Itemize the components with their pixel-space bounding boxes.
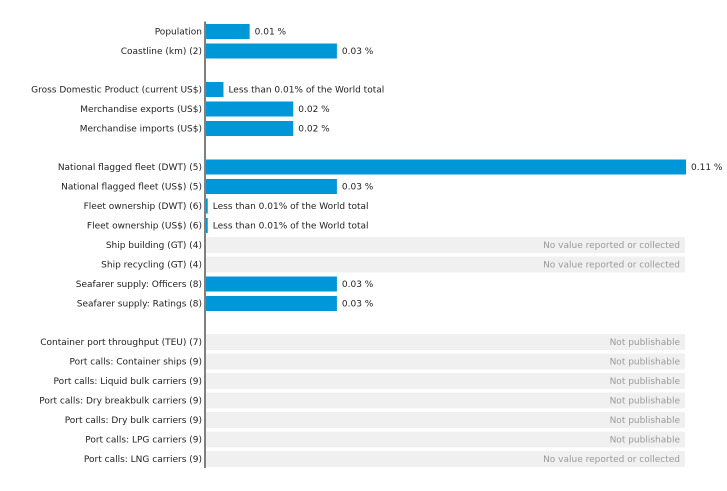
bar xyxy=(206,82,224,97)
value-label: Less than 0.01% of the World total xyxy=(228,86,384,96)
no-data-label: No value reported or collected xyxy=(543,241,680,251)
value-label: 0.01 % xyxy=(255,28,287,38)
value-label: 0.02 % xyxy=(298,105,330,115)
no-data-label: Not publishable xyxy=(610,416,681,426)
bar xyxy=(206,296,337,311)
bar xyxy=(206,24,250,39)
bar xyxy=(206,179,337,194)
category-label: Port calls: Dry bulk carriers (9) xyxy=(65,416,202,426)
category-label: Port calls: Liquid bulk carriers (9) xyxy=(54,377,203,387)
category-label: Port calls: Container ships (9) xyxy=(70,358,203,368)
category-label: Merchandise exports (US$) xyxy=(80,105,202,115)
bar xyxy=(206,43,337,59)
bar xyxy=(206,159,686,175)
value-label: 0.02 % xyxy=(298,125,330,135)
category-label: National flagged fleet (US$) (5) xyxy=(61,183,202,193)
no-data-label: No value reported or collected xyxy=(543,455,680,465)
no-data-label: Not publishable xyxy=(610,377,681,387)
bar xyxy=(206,218,208,233)
no-data-band xyxy=(206,353,685,370)
category-label: Container port throughput (TEU) (7) xyxy=(40,338,202,348)
value-label: Less than 0.01% of the World total xyxy=(213,202,369,212)
bar xyxy=(206,198,208,214)
no-data-band xyxy=(206,334,685,350)
value-label: 0.03 % xyxy=(342,300,374,310)
no-data-band xyxy=(206,256,685,273)
no-data-label: Not publishable xyxy=(610,397,681,407)
category-label: Merchandise imports (US$) xyxy=(80,125,202,135)
category-label: Port calls: Dry breakbulk carriers (9) xyxy=(39,397,202,407)
no-data-band xyxy=(206,392,685,409)
category-label: Population xyxy=(155,28,202,38)
category-label: Fleet ownership (US$) (6) xyxy=(87,222,202,232)
no-data-label: Not publishable xyxy=(610,436,681,446)
bar xyxy=(206,101,294,117)
category-label: National flagged fleet (DWT) (5) xyxy=(58,163,202,173)
category-label: Seafarer supply: Officers (8) xyxy=(76,280,202,290)
value-label: Less than 0.01% of the World total xyxy=(213,222,369,232)
value-label: 0.11 % xyxy=(691,163,723,173)
no-data-band xyxy=(206,237,685,253)
value-label: 0.03 % xyxy=(342,183,374,193)
no-data-band xyxy=(206,451,685,467)
bar xyxy=(206,121,294,136)
no-data-label: No value reported or collected xyxy=(543,261,680,271)
category-label: Ship recycling (GT) (4) xyxy=(101,261,202,271)
value-label: 0.03 % xyxy=(342,280,374,290)
category-label: Coastline (km) (2) xyxy=(121,47,202,57)
category-label: Ship building (GT) (4) xyxy=(106,241,202,251)
value-label: 0.03 % xyxy=(342,47,374,57)
category-label: Port calls: LNG carriers (9) xyxy=(84,455,202,465)
no-data-label: Not publishable xyxy=(610,358,681,368)
bar xyxy=(206,276,337,292)
no-data-band xyxy=(206,373,685,389)
category-label: Fleet ownership (DWT) (6) xyxy=(84,202,202,212)
no-data-band xyxy=(206,431,685,448)
no-data-band xyxy=(206,412,685,428)
category-label: Port calls: LPG carriers (9) xyxy=(85,436,202,446)
category-label: Seafarer supply: Ratings (8) xyxy=(77,300,202,310)
category-label: Gross Domestic Product (current US$) xyxy=(31,86,202,96)
no-data-label: Not publishable xyxy=(610,338,681,348)
